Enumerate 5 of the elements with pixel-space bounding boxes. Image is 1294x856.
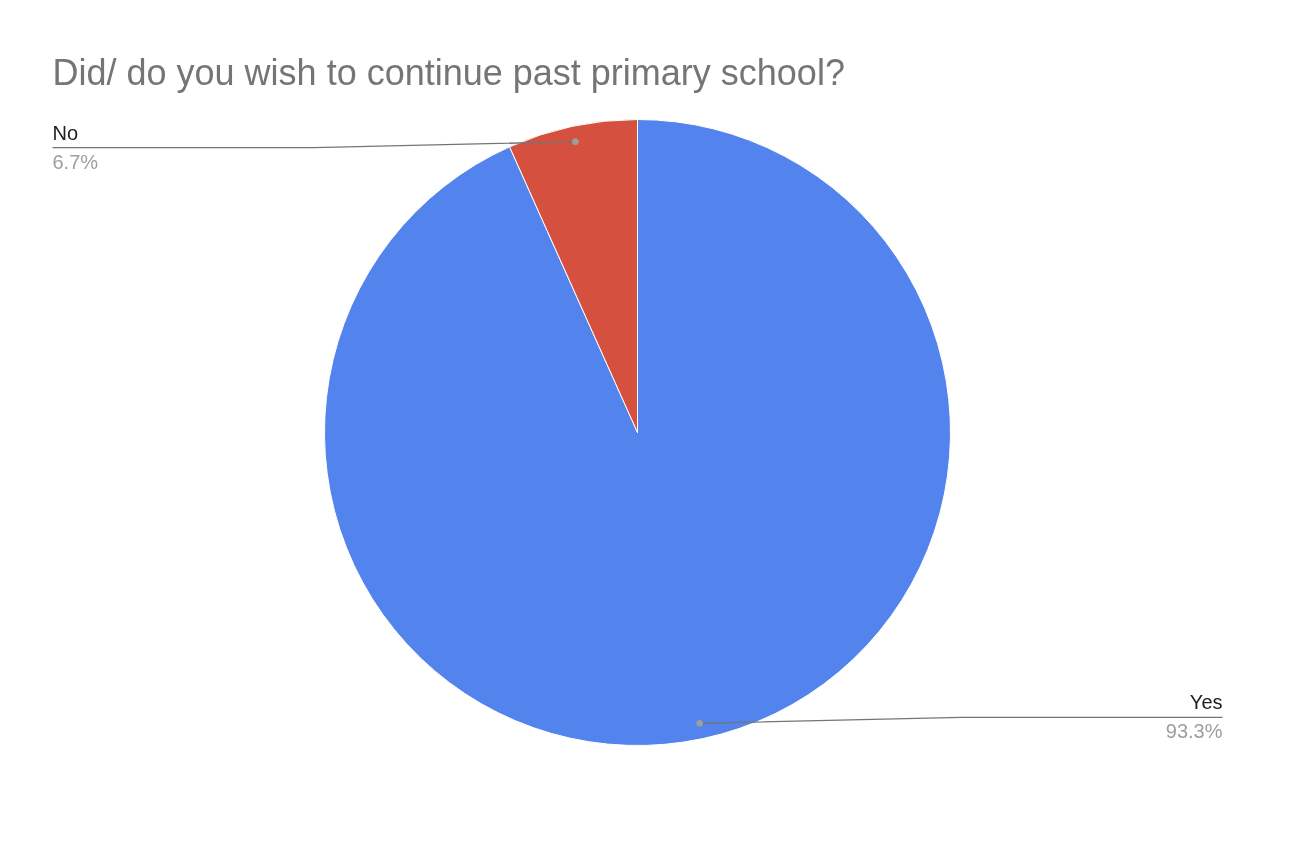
data-label: 6.7% <box>52 150 99 173</box>
slice-label: No <box>52 121 79 144</box>
slice-label: Yes <box>1189 691 1223 714</box>
data-label: 93.3% <box>1165 720 1223 743</box>
chart-title: Did/ do you wish to continue past primary school? <box>52 52 845 93</box>
